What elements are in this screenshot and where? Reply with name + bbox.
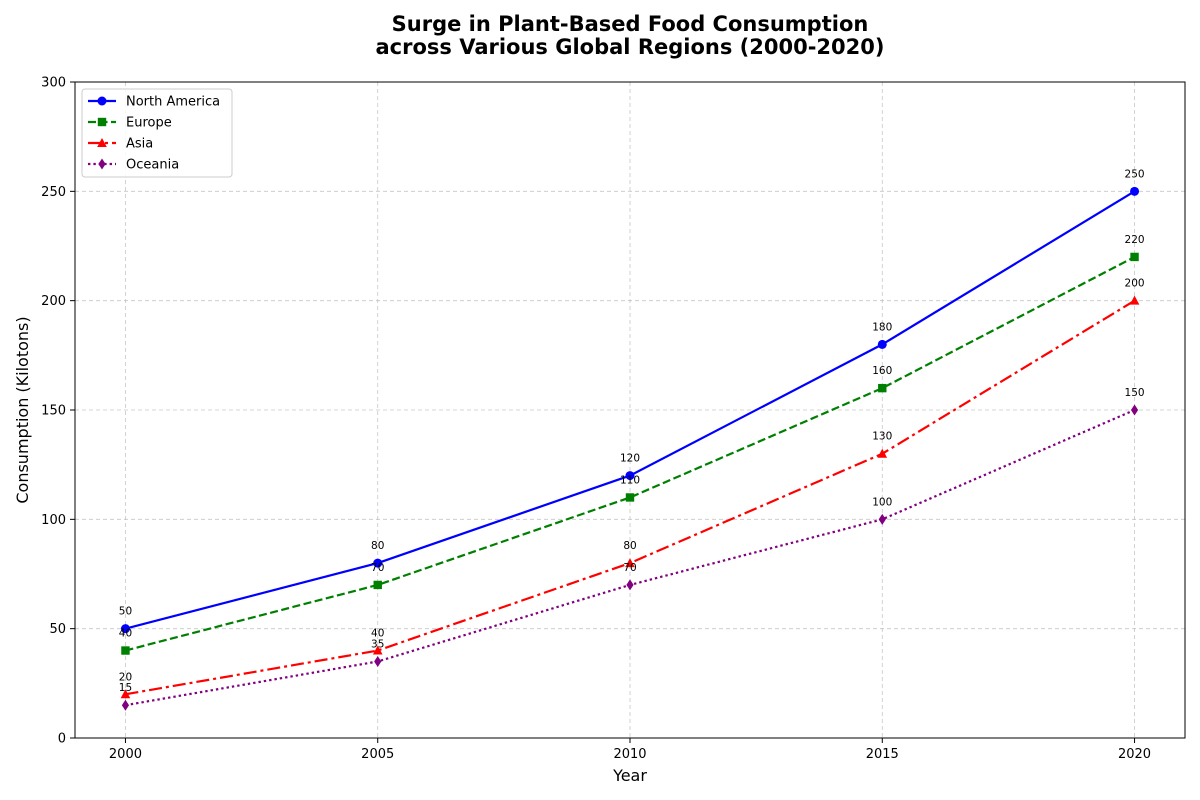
data-point-asia: [1129, 295, 1140, 305]
x-axis-label: Year: [612, 766, 647, 785]
data-labels-group: 50 80 120 180 250 40 70 110 160 220 20 40 80 130 200 15…: [119, 168, 1145, 694]
data-point-north-america: [120, 624, 130, 634]
x-tick-label: 2010: [613, 747, 646, 762]
data-point-north-america: [1130, 186, 1140, 196]
data-label-oceania: 150: [1125, 387, 1145, 399]
y-tick-label: 50: [49, 622, 66, 637]
legend-label-europe: Europe: [126, 116, 172, 131]
data-point-north-america: [373, 558, 383, 568]
y-tick-label: 200: [41, 294, 66, 309]
data-point-oceania: [626, 579, 634, 591]
data-point-europe: [373, 580, 382, 590]
y-tick-label: 150: [41, 404, 66, 419]
data-point-europe: [878, 383, 887, 393]
legend-label-asia: Asia: [126, 137, 153, 152]
legend-marker-europe: [97, 117, 107, 127]
y-tick-label: 100: [41, 513, 66, 528]
data-label-north-america: 250: [1125, 168, 1145, 180]
data-label-europe: 220: [1125, 234, 1145, 246]
x-tick-label: 2000: [109, 747, 142, 762]
data-label-asia: 200: [1125, 278, 1145, 290]
data-label-europe: 160: [872, 365, 892, 377]
data-label-oceania: 35: [371, 638, 384, 650]
x-tick-label: 2020: [1118, 747, 1151, 762]
legend-label-oceania: Oceania: [126, 158, 179, 173]
data-point-europe: [121, 646, 130, 655]
legend-marker-asia: [97, 138, 107, 147]
data-label-europe: 40: [119, 628, 132, 640]
legend-item-asia: Asia: [88, 137, 153, 152]
legend-label-north-america: North America: [126, 95, 220, 110]
data-label-europe: 70: [371, 562, 384, 574]
legend-item-oceania: Oceania: [88, 158, 179, 173]
series-oceania: [121, 404, 1139, 711]
series-group: [120, 186, 1140, 711]
y-tick-label: 250: [41, 185, 66, 200]
data-point-oceania: [374, 655, 382, 667]
data-point-north-america: [877, 339, 887, 349]
data-label-north-america: 80: [371, 540, 384, 552]
grid: [75, 81, 1185, 739]
data-point-asia: [120, 689, 131, 699]
data-point-asia: [625, 558, 635, 568]
data-point-asia: [372, 645, 383, 655]
series-asia: [120, 295, 1140, 699]
data-label-europe: 110: [620, 474, 640, 486]
data-point-oceania: [878, 513, 886, 525]
data-point-oceania: [121, 699, 130, 711]
x-tick-label: 2005: [361, 747, 394, 762]
data-label-asia: 40: [371, 628, 384, 640]
legend-box: [81, 88, 233, 178]
data-point-asia: [877, 448, 888, 458]
legend: North America Europe Asia Oceania: [81, 88, 233, 178]
data-point-oceania: [1130, 404, 1139, 416]
data-label-asia: 80: [623, 540, 636, 552]
data-label-oceania: 100: [872, 496, 892, 508]
chart-title-line2: across Various Global Regions (2000-2020…: [376, 35, 885, 59]
data-label-north-america: 120: [620, 453, 640, 465]
data-label-north-america: 180: [872, 321, 892, 333]
data-label-oceania: 70: [623, 562, 636, 574]
y-axis-label: Consumption (Kilotons): [13, 316, 32, 503]
series-north-america: [120, 186, 1140, 634]
chart-title-line1: Surge in Plant-Based Food Consumption: [392, 12, 869, 36]
data-point-europe: [1130, 252, 1139, 262]
data-point-europe: [625, 493, 635, 502]
y-tick-label: 300: [41, 76, 66, 91]
series-line-europe: [125, 255, 1136, 652]
x-tick-label: 2015: [866, 747, 899, 762]
legend-item-europe: Europe: [88, 116, 172, 131]
series-europe: [121, 252, 1139, 655]
legend-marker-oceania: [98, 158, 106, 170]
data-label-north-america: 50: [119, 606, 132, 618]
data-label-oceania: 15: [119, 682, 132, 694]
data-point-north-america: [625, 471, 635, 481]
data-label-asia: 20: [119, 671, 132, 683]
data-label-asia: 130: [872, 431, 892, 443]
legend-item-north-america: North America: [88, 95, 220, 110]
y-tick-label: 0: [58, 732, 66, 747]
legend-marker-north-america: [97, 96, 107, 106]
